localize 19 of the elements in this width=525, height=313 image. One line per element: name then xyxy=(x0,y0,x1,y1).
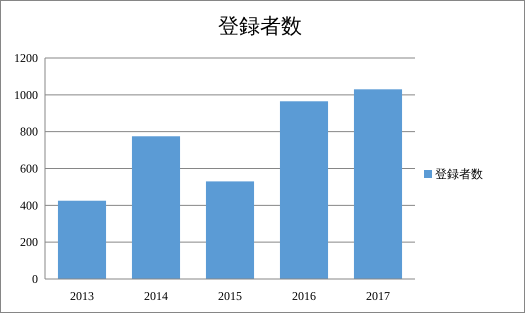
bar xyxy=(280,101,328,279)
x-tick-label: 2017 xyxy=(366,289,390,303)
y-tick-label: 400 xyxy=(20,198,38,212)
y-tick-label: 1200 xyxy=(14,51,38,65)
x-tick-label: 2014 xyxy=(144,289,168,303)
bar xyxy=(58,200,106,279)
chart-title: 登録者数 xyxy=(218,14,302,38)
y-tick-label: 0 xyxy=(32,272,38,286)
y-tick-label: 600 xyxy=(20,162,38,176)
bar xyxy=(132,136,180,279)
bar xyxy=(354,89,402,279)
x-tick-label: 2015 xyxy=(218,289,242,303)
bar xyxy=(206,181,254,279)
y-tick-label: 800 xyxy=(20,124,38,139)
x-tick-label: 2016 xyxy=(292,289,316,303)
x-tick-label: 2013 xyxy=(70,289,94,303)
y-tick-label: 200 xyxy=(20,235,38,250)
y-tick-label: 1000 xyxy=(14,88,38,102)
legend-label: 登録者数 xyxy=(435,167,483,181)
